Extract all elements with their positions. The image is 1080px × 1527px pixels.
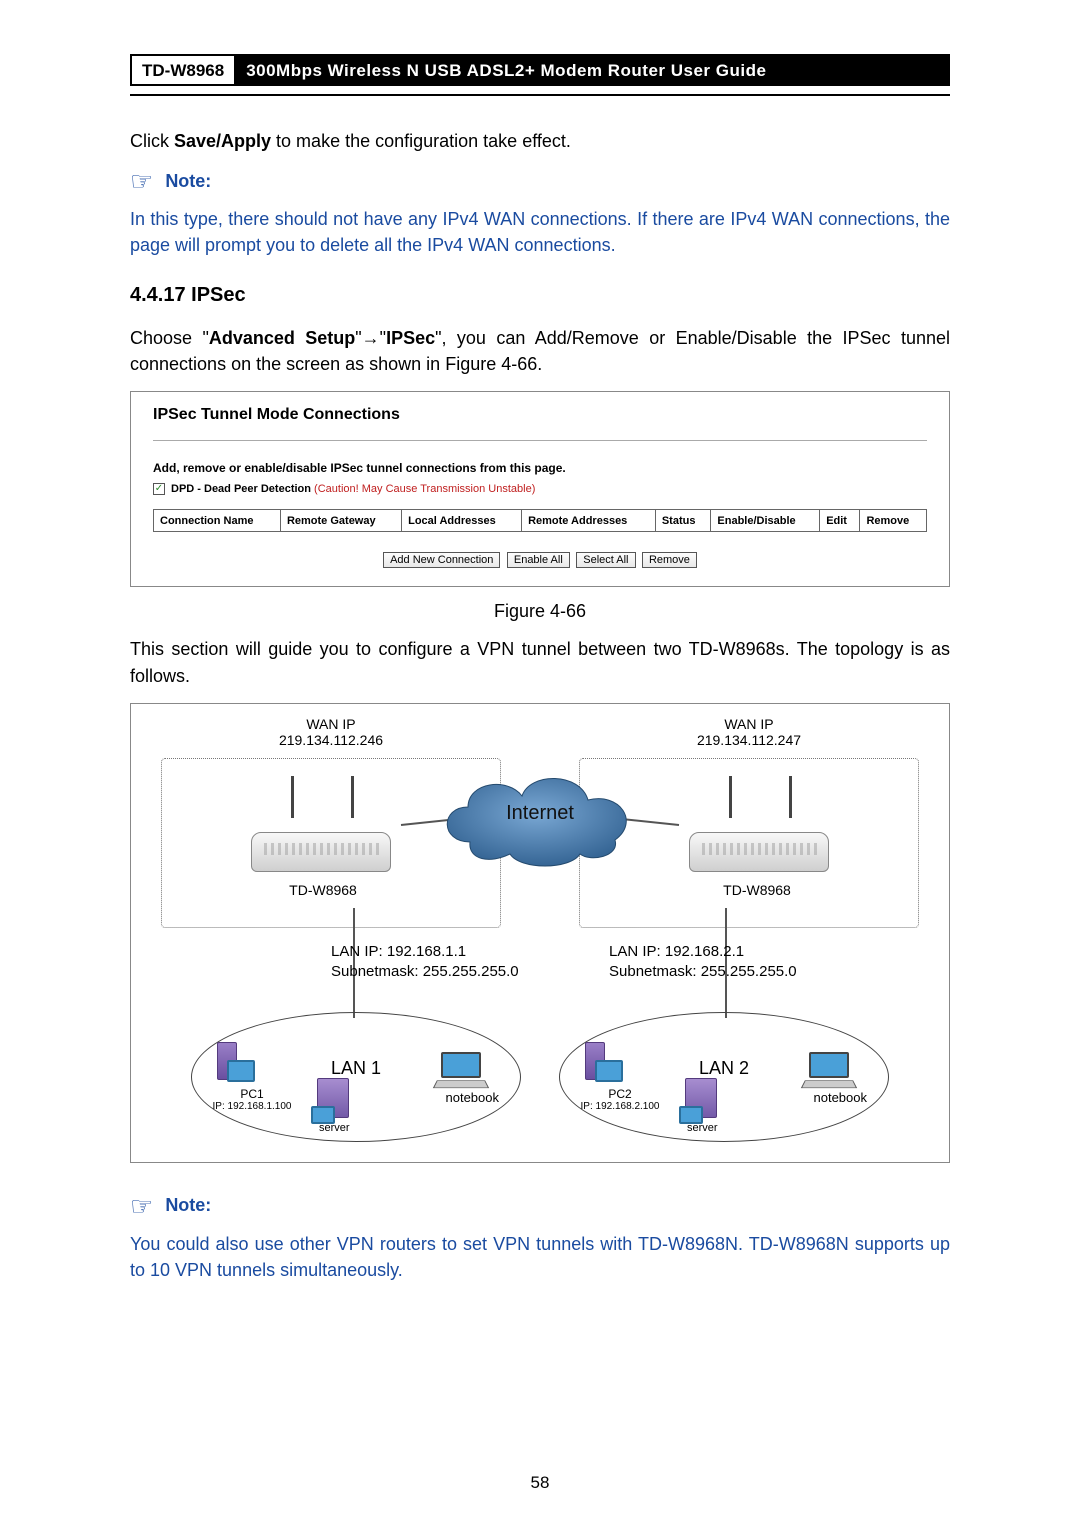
header-title: 300Mbps Wireless N USB ADSL2+ Modem Rout… — [236, 56, 948, 84]
pointing-hand-icon: ☞ — [130, 1193, 153, 1219]
wan-left-label: WAN IP 219.134.112.246 — [241, 716, 421, 748]
server1-icon: server — [311, 1078, 355, 1134]
lan-right-l2: Subnetmask: 255.255.255.0 — [609, 962, 869, 982]
doc-header: TD-W8968 300Mbps Wireless N USB ADSL2+ M… — [130, 54, 950, 86]
col-enable-disable: Enable/Disable — [711, 510, 820, 532]
lan-right-l1: LAN IP: 192.168.2.1 — [609, 942, 869, 962]
intro-prefix: Click — [130, 131, 174, 151]
add-new-connection-button[interactable]: Add New Connection — [383, 552, 500, 568]
remove-button[interactable]: Remove — [642, 552, 697, 568]
pc1-l1: PC1 — [197, 1088, 307, 1101]
wan-left-l1: WAN IP — [241, 716, 421, 732]
server2-icon: server — [679, 1078, 723, 1134]
ss-subtitle: Add, remove or enable/disable IPSec tunn… — [153, 461, 927, 475]
col-status: Status — [655, 510, 711, 532]
intro-suffix: to make the configuration take effect. — [271, 131, 571, 151]
col-remote-gateway: Remote Gateway — [280, 510, 401, 532]
section-heading: 4.4.17 IPSec — [130, 284, 950, 307]
server2-label: server — [687, 1122, 718, 1134]
intro-text: Click Save/Apply to make the configurati… — [130, 128, 950, 154]
lan-info-left: LAN IP: 192.168.1.1 Subnetmask: 255.255.… — [331, 942, 591, 983]
intro-saveapply: Save/Apply — [174, 131, 271, 151]
select-all-button[interactable]: Select All — [576, 552, 635, 568]
lan1-group: LAN 1 PC1 IP: 192.168.1.100 server noteb… — [191, 1012, 521, 1142]
router-left-name: TD-W8968 — [263, 882, 383, 898]
wan-right-label: WAN IP 219.134.112.247 — [659, 716, 839, 748]
col-edit: Edit — [820, 510, 860, 532]
sec-adv: Advanced Setup — [209, 328, 355, 348]
col-local-addresses: Local Addresses — [402, 510, 522, 532]
dpd-checkbox[interactable]: ✓ — [153, 483, 165, 495]
ss-rule — [153, 440, 927, 441]
pointing-hand-icon: ☞ — [130, 168, 153, 194]
col-remote-addresses: Remote Addresses — [522, 510, 656, 532]
lan2-title: LAN 2 — [699, 1058, 749, 1079]
col-connection-name: Connection Name — [154, 510, 281, 532]
note-label-1: Note: — [165, 171, 211, 192]
notebook2-label: notebook — [814, 1090, 868, 1105]
note-body-1: In this type, there should not have any … — [130, 206, 950, 258]
pc1-icon — [217, 1042, 257, 1086]
dpd-caution: (Caution! May Cause Transmission Unstabl… — [314, 483, 535, 495]
ipsec-table: Connection Name Remote Gateway Local Add… — [153, 509, 927, 532]
wan-right-l1: WAN IP — [659, 716, 839, 732]
pc2-l1: PC2 — [565, 1088, 675, 1101]
router-left-icon — [241, 804, 401, 872]
after-figure-text: This section will guide you to configure… — [130, 636, 950, 688]
pc1-l2: IP: 192.168.1.100 — [197, 1101, 307, 1112]
note-label-2: Note: — [165, 1195, 211, 1216]
lan-info-right: LAN IP: 192.168.2.1 Subnetmask: 255.255.… — [609, 942, 869, 983]
lan-left-l1: LAN IP: 192.168.1.1 — [331, 942, 591, 962]
note-body-2: You could also use other VPN routers to … — [130, 1231, 950, 1283]
ipsec-screenshot: IPSec Tunnel Mode Connections Add, remov… — [130, 391, 950, 587]
note-row-1: ☞ Note: — [130, 168, 950, 194]
router-right-icon — [679, 804, 839, 872]
table-header-row: Connection Name Remote Gateway Local Add… — [154, 510, 927, 532]
enable-all-button[interactable]: Enable All — [507, 552, 570, 568]
lan2-group: LAN 2 PC2 IP: 192.168.2.100 server noteb… — [559, 1012, 889, 1142]
note-row-2: ☞ Note: — [130, 1193, 950, 1219]
sec-p1: Choose " — [130, 328, 209, 348]
pc2-label: PC2 IP: 192.168.2.100 — [565, 1088, 675, 1112]
notebook1-label: notebook — [446, 1090, 500, 1105]
wan-left-l2: 219.134.112.246 — [241, 732, 421, 748]
header-rule — [130, 94, 950, 96]
ss-title: IPSec Tunnel Mode Connections — [153, 406, 927, 424]
wan-right-l2: 219.134.112.247 — [659, 732, 839, 748]
lan1-title: LAN 1 — [331, 1058, 381, 1079]
sec-arrow: "→" — [355, 328, 386, 348]
cloud-label: Internet — [506, 802, 574, 825]
ss-button-row: Add New Connection Enable All Select All… — [153, 550, 927, 568]
lan-left-l2: Subnetmask: 255.255.255.0 — [331, 962, 591, 982]
server1-label: server — [319, 1122, 350, 1134]
pc2-icon — [585, 1042, 625, 1086]
header-model: TD-W8968 — [132, 56, 236, 84]
pc1-label: PC1 IP: 192.168.1.100 — [197, 1088, 307, 1112]
router-right-name: TD-W8968 — [697, 882, 817, 898]
sec-ipsec: IPSec — [386, 328, 435, 348]
dpd-label: DPD - Dead Peer Detection — [171, 483, 314, 495]
col-remove: Remove — [860, 510, 927, 532]
page-number: 58 — [531, 1473, 550, 1493]
section-paragraph: Choose "Advanced Setup"→"IPSec", you can… — [130, 325, 950, 377]
figure-caption: Figure 4-66 — [130, 601, 950, 622]
topology-diagram: WAN IP 219.134.112.246 WAN IP 219.134.11… — [130, 703, 950, 1163]
pc2-l2: IP: 192.168.2.100 — [565, 1101, 675, 1112]
dpd-row: ✓ DPD - Dead Peer Detection (Caution! Ma… — [153, 483, 927, 495]
